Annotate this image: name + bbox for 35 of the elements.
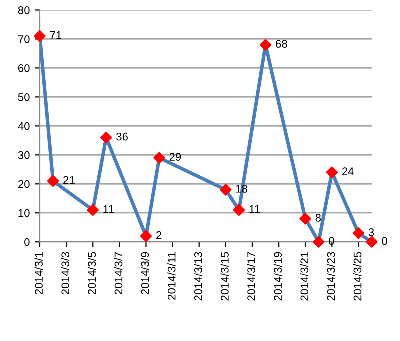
y-tick-label: 80 bbox=[18, 6, 30, 14]
x-tick-label: 2014/3/9 bbox=[141, 252, 150, 295]
y-tick-label: 70 bbox=[18, 35, 30, 44]
x-tick-label: 2014/3/5 bbox=[88, 252, 96, 295]
data-label: 71 bbox=[50, 32, 62, 40]
y-tick-label: 30 bbox=[18, 151, 30, 160]
data-label: 0 bbox=[329, 237, 334, 246]
data-label: 29 bbox=[170, 153, 182, 162]
data-label: 36 bbox=[116, 132, 128, 141]
x-tick-label: 2014/3/13 bbox=[194, 252, 202, 301]
x-tick-label: 2014/3/3 bbox=[61, 252, 70, 295]
data-label: 24 bbox=[342, 168, 354, 176]
data-label: 2 bbox=[156, 231, 162, 240]
x-tick-label: 2014/3/19 bbox=[274, 252, 282, 301]
data-label: 11 bbox=[104, 205, 114, 214]
x-tick-label: 2014/3/25 bbox=[354, 252, 362, 301]
data-label: 11 bbox=[250, 205, 260, 214]
data-label: 3 bbox=[368, 228, 374, 236]
data-label: 8 bbox=[316, 214, 322, 222]
y-tick-label: 0 bbox=[24, 238, 30, 246]
x-tick-label: 2014/3/23 bbox=[326, 252, 336, 301]
x-tick-label: 2014/3/1 bbox=[34, 252, 43, 295]
x-tick-label: 2014/3/11 bbox=[168, 252, 176, 300]
x-tick-label: 2014/3/21 bbox=[300, 252, 309, 301]
data-label: 0 bbox=[382, 237, 388, 246]
x-tick-label: 2014/3/7 bbox=[114, 252, 123, 295]
x-tick-label: 2014/3/17 bbox=[247, 252, 256, 301]
data-label: 68 bbox=[276, 40, 288, 48]
y-tick-label: 40 bbox=[18, 122, 30, 130]
y-tick-label: 10 bbox=[18, 209, 30, 218]
y-tick-label: 60 bbox=[18, 64, 30, 72]
x-tick-label: 2014/3/15 bbox=[220, 252, 229, 301]
data-label: 21 bbox=[64, 176, 75, 184]
y-tick-label: 20 bbox=[18, 180, 30, 188]
y-tick-label: 50 bbox=[18, 93, 30, 102]
